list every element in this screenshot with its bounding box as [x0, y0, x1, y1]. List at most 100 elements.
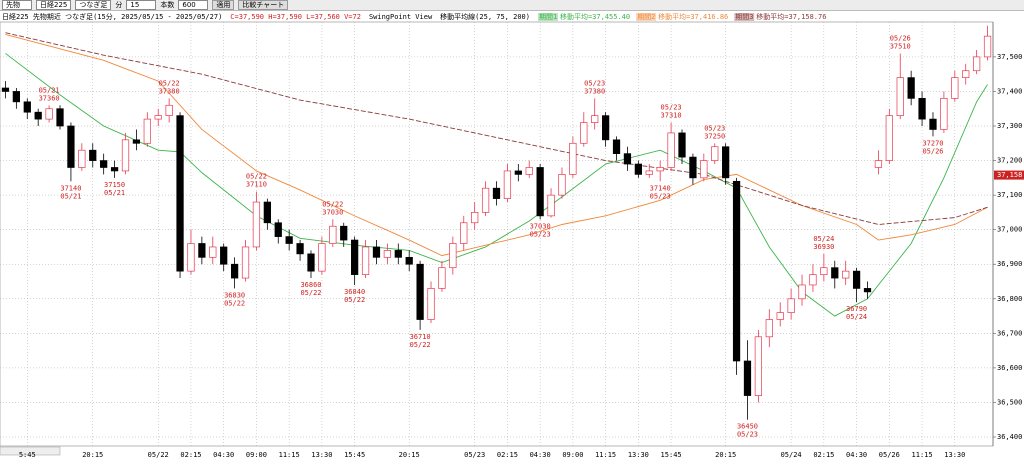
- candle-body: [831, 267, 839, 279]
- swing-date: 05/22: [322, 200, 343, 208]
- candle-body: [1, 87, 10, 92]
- swing-value: 36930: [813, 243, 834, 251]
- count-input[interactable]: 600: [178, 0, 209, 10]
- candle-body: [67, 125, 75, 168]
- swing-value: 37270: [922, 139, 943, 147]
- candle-body: [285, 236, 293, 244]
- candle-body: [787, 298, 795, 313]
- swing-date: 05/22: [300, 289, 321, 297]
- legend-swatch: [734, 13, 755, 21]
- market-select[interactable]: 先物: [2, 0, 32, 10]
- candle-body: [121, 139, 130, 172]
- swing-date: 05/21: [60, 192, 81, 200]
- scroll-control[interactable]: [0, 446, 61, 456]
- candle-body: [885, 115, 893, 161]
- swing-date: 05/22: [246, 173, 267, 181]
- swing-date: 05/22: [344, 296, 365, 304]
- x-tick-label: 09:00: [246, 451, 267, 459]
- y-tick-label: 37,500: [997, 53, 1022, 61]
- candle-body: [765, 319, 773, 338]
- swing-value: 37030: [530, 222, 551, 230]
- swing-value: 36450: [737, 423, 758, 431]
- x-tick-label: 09:00: [562, 451, 583, 459]
- swing-value: 36790: [846, 305, 867, 313]
- candle-body: [274, 222, 282, 237]
- candle-body: [842, 270, 850, 279]
- candle-body: [438, 267, 446, 289]
- candle-body: [427, 288, 435, 320]
- candle-body: [929, 118, 937, 130]
- swing-value: 37110: [246, 181, 267, 189]
- candle-body: [329, 225, 337, 244]
- swing-date: 05/26: [922, 147, 943, 155]
- candle-body: [45, 108, 53, 120]
- swing-value: 37380: [584, 87, 605, 95]
- index-select[interactable]: 日経225: [36, 0, 72, 10]
- legend-name: 期間3: [735, 13, 753, 21]
- candle-body: [503, 170, 512, 199]
- x-tick-label: 02:15: [813, 451, 834, 459]
- candle-body: [340, 225, 348, 241]
- candle-body: [798, 284, 806, 300]
- x-tick-label: 5:45: [19, 451, 36, 459]
- candle-body: [525, 167, 533, 175]
- candle-body: [732, 180, 741, 362]
- swing-value: 36710: [410, 333, 431, 341]
- candle-body: [591, 115, 599, 123]
- candle-body: [492, 187, 501, 199]
- y-tick-label: 36,600: [997, 364, 1022, 372]
- candle-body: [351, 239, 359, 275]
- view-label: SwingPoint View: [369, 13, 433, 21]
- legend-name: 期間1: [539, 13, 557, 21]
- x-tick-label: 04:30: [530, 451, 551, 459]
- legend-value: 移動平均=37,416.86: [658, 12, 728, 21]
- swing-value: 37360: [39, 94, 60, 102]
- candle-body: [722, 146, 730, 179]
- candle-body: [536, 167, 544, 217]
- axis-marker-label: 37,158: [997, 171, 1022, 179]
- apply-button[interactable]: 適用: [212, 0, 235, 10]
- swing-value: 37140: [650, 184, 671, 192]
- candle-body: [34, 111, 42, 120]
- candle-body: [187, 243, 195, 272]
- x-tick-label: 02:15: [180, 451, 201, 459]
- candle-body: [263, 201, 271, 224]
- ma-line: [5, 53, 988, 317]
- compare-button[interactable]: 比較チャート: [238, 0, 289, 10]
- swing-value: 37380: [159, 87, 180, 95]
- candle-body: [165, 104, 173, 116]
- candle-body: [754, 336, 763, 396]
- count-label: 本数: [160, 1, 175, 9]
- swing-date: 05/23: [704, 124, 725, 132]
- candle-body: [711, 146, 719, 161]
- swing-date: 05/24: [813, 235, 834, 243]
- swing-date: 05/23: [584, 79, 605, 87]
- chain-select[interactable]: つなぎ足: [75, 0, 112, 10]
- interval-input[interactable]: 15: [126, 0, 157, 10]
- candle-body: [689, 156, 697, 179]
- candle-body: [100, 160, 108, 168]
- swing-date: 05/21: [39, 86, 60, 94]
- swing-value: 37140: [60, 184, 81, 192]
- candle-body: [416, 263, 424, 320]
- candle-body: [372, 246, 381, 258]
- x-tick-label: 11:15: [912, 451, 933, 459]
- candle-body: [623, 153, 632, 165]
- y-tick-label: 37,300: [997, 122, 1022, 130]
- candle-body: [198, 243, 206, 258]
- candle-body: [743, 360, 752, 396]
- unit-label: 分: [115, 1, 123, 9]
- candle-body: [962, 70, 970, 78]
- swing-value: 36840: [344, 288, 365, 296]
- candle-body: [110, 167, 119, 172]
- candle-body: [89, 149, 97, 161]
- y-tick-label: 37,400: [997, 87, 1022, 95]
- ma-line: [5, 34, 988, 257]
- candle-body: [143, 118, 151, 144]
- candle-body: [383, 250, 392, 258]
- candle-body: [678, 132, 686, 158]
- swing-value: 36830: [224, 291, 245, 299]
